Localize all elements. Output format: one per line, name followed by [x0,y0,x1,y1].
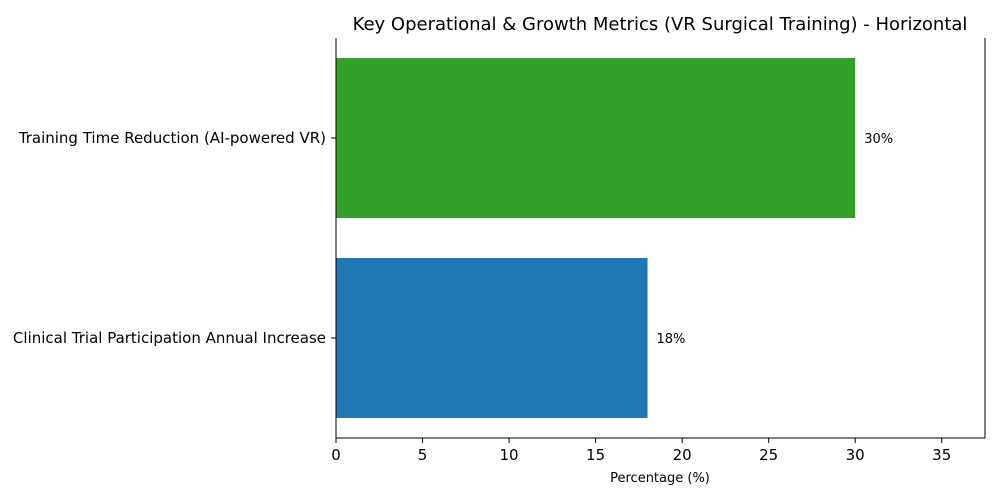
chart-title: Key Operational & Growth Metrics (VR Sur… [353,14,968,35]
x-ticks-layer: 0 5 10 15 20 25 30 35 [331,137,951,464]
bars-layer [336,58,856,418]
category-label-1: Clinical Trial Participation Annual Incr… [13,329,326,347]
x-tick-label-7: 35 [932,446,951,464]
x-tick-label-3: 15 [586,446,605,464]
x-tick-label-1: 5 [418,446,428,464]
x-tick-label-4: 20 [673,446,692,464]
axes-frame [335,38,986,439]
data-labels-layer: 18% 30% [657,132,894,347]
data-label-2: 30% [864,132,893,147]
category-label-2: Training Time Reduction (AI-powered VR) [18,129,326,147]
x-tick-label-0: 0 [331,446,341,464]
bar-1 [336,258,648,418]
category-labels-layer: Clinical Trial Participation Annual Incr… [13,129,326,347]
bar-2 [336,58,856,218]
data-label-1: 18% [657,332,686,347]
x-axis-label: Percentage (%) [610,471,710,486]
x-tick-label-6: 30 [846,446,865,464]
x-tick-label-5: 25 [759,446,778,464]
x-tick-label-2: 10 [500,446,519,464]
